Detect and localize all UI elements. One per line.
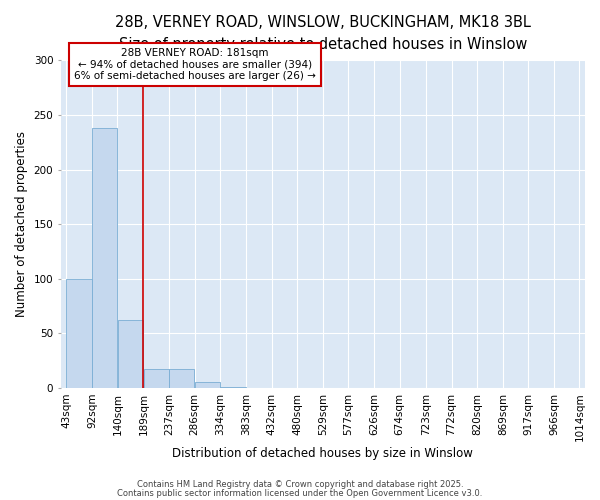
Bar — [143, 370, 169, 388]
Text: Contains HM Land Registry data © Crown copyright and database right 2025.: Contains HM Land Registry data © Crown c… — [137, 480, 463, 489]
Text: 28B VERNEY ROAD: 181sqm
← 94% of detached houses are smaller (394)
6% of semi-de: 28B VERNEY ROAD: 181sqm ← 94% of detache… — [74, 48, 316, 81]
Title: 28B, VERNEY ROAD, WINSLOW, BUCKINGHAM, MK18 3BL
Size of property relative to det: 28B, VERNEY ROAD, WINSLOW, BUCKINGHAM, M… — [115, 15, 531, 52]
Bar — [67, 278, 92, 388]
Bar — [195, 382, 220, 388]
Bar — [118, 320, 143, 388]
Bar — [92, 128, 117, 388]
X-axis label: Distribution of detached houses by size in Winslow: Distribution of detached houses by size … — [172, 447, 473, 460]
Y-axis label: Number of detached properties: Number of detached properties — [15, 131, 28, 317]
Bar — [169, 370, 194, 388]
Text: Contains public sector information licensed under the Open Government Licence v3: Contains public sector information licen… — [118, 490, 482, 498]
Bar — [220, 387, 245, 388]
